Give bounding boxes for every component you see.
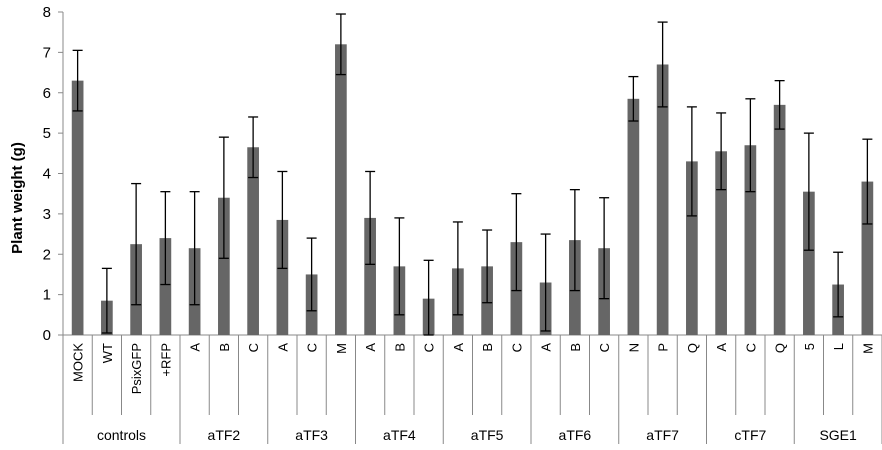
bar — [861, 181, 874, 335]
group-label: aTF7 — [646, 427, 679, 443]
category-label: A — [275, 343, 290, 352]
category-label: N — [626, 343, 641, 352]
group-label: aTF2 — [208, 427, 241, 443]
y-tick-label: 4 — [43, 166, 51, 183]
axes-layer — [58, 11, 882, 444]
bar — [276, 219, 289, 335]
bar — [715, 151, 727, 335]
bar — [744, 145, 757, 335]
category-label: A — [714, 343, 729, 352]
group-label: aTF5 — [471, 427, 504, 443]
y-tick-label: 1 — [43, 287, 51, 304]
category-label: C — [246, 343, 261, 352]
category-label: B — [480, 343, 495, 352]
y-tick-label: 7 — [43, 44, 51, 61]
y-tick-label: 8 — [43, 4, 51, 21]
category-label: B — [568, 343, 583, 352]
bar — [159, 238, 172, 335]
category-label: A — [188, 343, 203, 352]
group-label: aTF3 — [295, 427, 328, 443]
group-label: SGE1 — [819, 427, 857, 443]
error-bars-layer — [72, 13, 873, 336]
bar — [364, 217, 376, 335]
bar — [656, 64, 669, 336]
y-tick-label: 6 — [43, 85, 51, 102]
category-label: M — [860, 343, 875, 354]
bar — [247, 147, 259, 335]
group-label: aTF4 — [383, 427, 416, 443]
category-label: C — [509, 343, 524, 352]
category-label: +RFP — [158, 343, 173, 377]
category-label: MOCK — [71, 343, 86, 382]
y-tick-label: 3 — [43, 206, 51, 223]
category-label: C — [422, 343, 437, 352]
bars-layer — [71, 44, 874, 336]
category-label: M — [334, 343, 349, 354]
category-label: WT — [100, 343, 115, 363]
category-label: A — [539, 343, 554, 352]
category-label: Q — [773, 343, 788, 353]
y-tick-label: 2 — [43, 246, 51, 263]
bar — [803, 191, 815, 335]
category-label: Q — [685, 343, 700, 353]
group-label: aTF6 — [559, 427, 592, 443]
category-label: PsixGFP — [129, 343, 144, 394]
category-label: C — [597, 343, 612, 352]
category-label: B — [217, 343, 232, 352]
labels-layer: 0 1 2 3 4 5 6 7 8 controls aTF2 aTF3 aTF4 aTF5 aTF6 aTF… — [43, 4, 876, 443]
category-label: B — [392, 343, 407, 352]
group-label: controls — [97, 427, 146, 443]
category-label: C — [305, 343, 320, 352]
bar — [773, 104, 786, 335]
category-label: L — [831, 343, 846, 350]
category-label: A — [451, 343, 466, 352]
y-axis-title: Plant weight (g) — [9, 142, 26, 254]
category-label: 5 — [802, 343, 817, 350]
bar — [627, 98, 640, 336]
bar — [335, 44, 347, 336]
bar — [686, 161, 698, 335]
category-label: C — [743, 343, 758, 352]
category-label: P — [656, 343, 671, 352]
bar — [218, 197, 230, 335]
category-label: A — [363, 343, 378, 352]
y-tick-label: 5 — [43, 125, 51, 142]
bar — [71, 80, 84, 335]
group-label: cTF7 — [734, 427, 766, 443]
y-tick-label: 0 — [43, 327, 51, 344]
